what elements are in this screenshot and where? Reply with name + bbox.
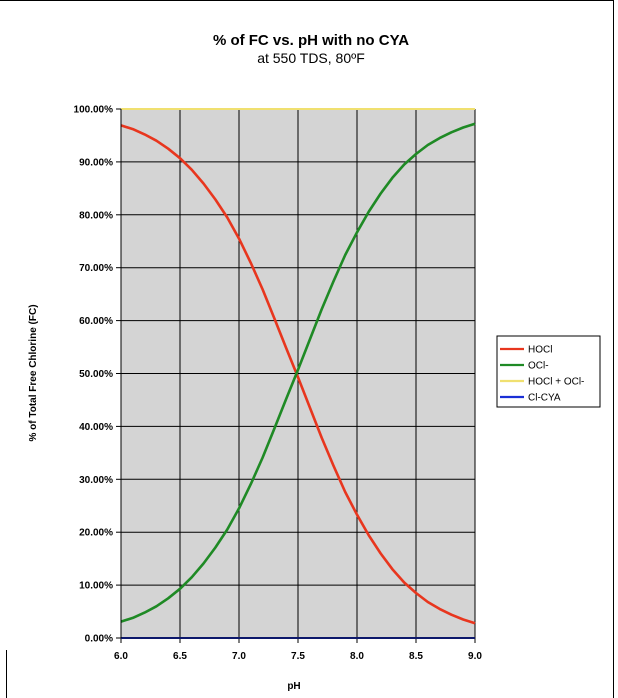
x-tick-label: 6.0 [114,651,128,662]
x-tick-label: 7.5 [291,651,305,662]
legend-box [496,335,601,408]
series-line-hocl [120,124,476,625]
frame-right-border [613,0,614,698]
legend: HOCl OCl- HOCl + OCl- Cl-CYA [496,335,601,408]
y-tick-label: 70.00% [79,263,113,274]
frame-top-border [0,0,614,1]
y-tick-label: 100.00% [74,105,114,116]
y-tick-label: 60.00% [79,316,113,327]
y-tick-label: 30.00% [79,475,113,486]
y-tick-label: 80.00% [79,210,113,221]
chart-subtitle: at 550 TDS, 80ºF [257,50,365,66]
y-tick-label: 50.00% [79,369,113,380]
legend-label: OCl- [528,361,549,372]
legend-label: HOCl [528,345,552,356]
axes [120,109,475,639]
y-tick-label: 0.00% [85,634,113,645]
x-tick-label: 9.0 [468,651,482,662]
x-tick-label: 6.5 [173,651,187,662]
y-tick-label: 10.00% [79,581,113,592]
y-tick-label: 20.00% [79,528,113,539]
x-axis-label: pH [287,681,300,692]
chart-title: % of FC vs. pH with no CYA [213,32,409,49]
x-tick-label: 7.0 [232,651,246,662]
y-tick-label: 40.00% [79,422,113,433]
series-line-ocl [120,122,476,623]
x-tick-label: 8.5 [409,651,423,662]
grid-lines [120,108,476,639]
axis-ticks: 0.00% 10.00% 20.00% 30.00% 40.00% 50.00% 60.00… [74,105,483,663]
legend-label: HOCl + OCl- [528,377,584,388]
y-tick-label: 90.00% [79,157,113,168]
frame-left-border [6,650,7,698]
x-tick-label: 8.0 [350,651,364,662]
y-axis-label: % of Total Free Chlorine (FC) [28,304,39,441]
legend-label: Cl-CYA [528,393,561,404]
